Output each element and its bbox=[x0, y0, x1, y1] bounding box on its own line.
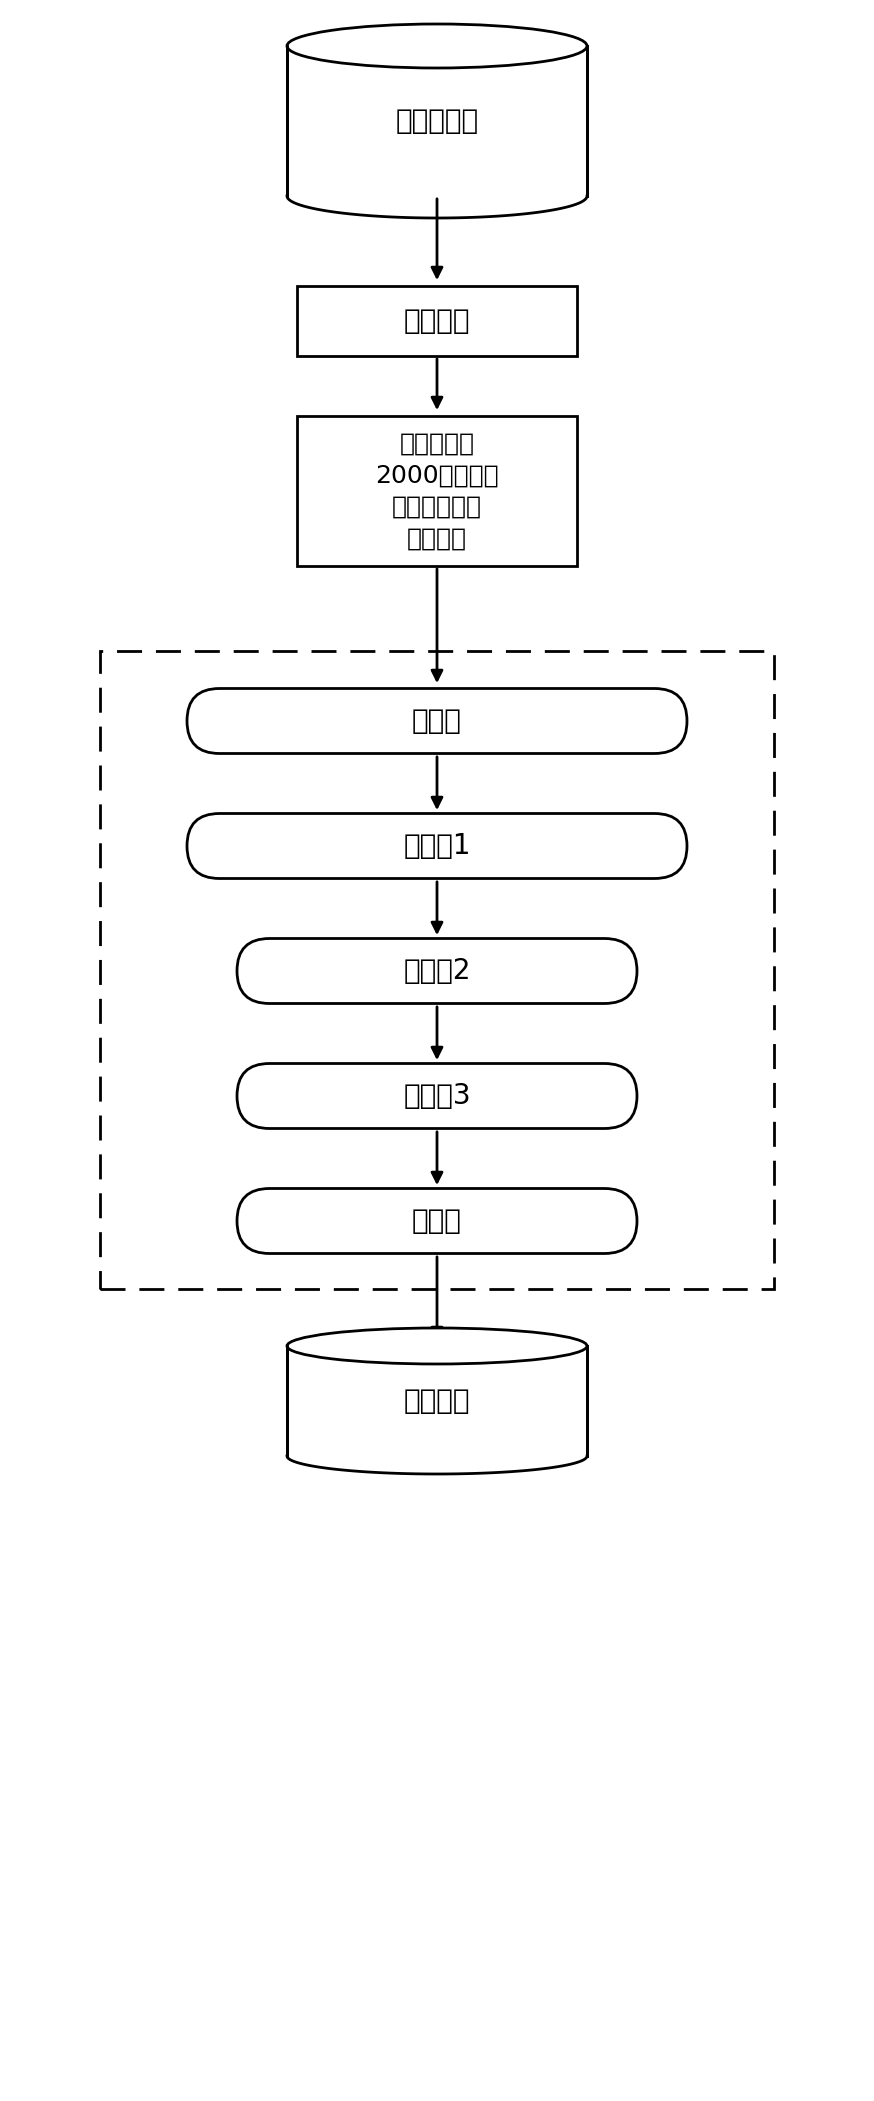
FancyBboxPatch shape bbox=[237, 939, 637, 1004]
Text: 输入数据集: 输入数据集 bbox=[395, 107, 479, 134]
FancyBboxPatch shape bbox=[187, 813, 687, 878]
Text: 特征数据: 特征数据 bbox=[404, 1387, 470, 1414]
Text: 时频转换: 时频转换 bbox=[404, 307, 470, 334]
Text: 输入层: 输入层 bbox=[412, 708, 462, 735]
Ellipse shape bbox=[287, 1328, 587, 1364]
FancyBboxPatch shape bbox=[237, 1063, 637, 1128]
Bar bbox=[297, 416, 577, 565]
Bar bbox=[297, 286, 577, 355]
FancyBboxPatch shape bbox=[187, 689, 687, 754]
Text: 隐藏兴1: 隐藏兴1 bbox=[403, 832, 471, 859]
Bar bbox=[287, 46, 587, 195]
Text: 取频域信号
2000个点作为
深层自动编码
器的输入: 取频域信号 2000个点作为 深层自动编码 器的输入 bbox=[375, 431, 499, 550]
Text: 输出层: 输出层 bbox=[412, 1206, 462, 1235]
Ellipse shape bbox=[287, 23, 587, 67]
Bar bbox=[100, 651, 774, 1290]
Text: 隐藏兴2: 隐藏兴2 bbox=[403, 956, 471, 985]
Text: 隐藏兴3: 隐藏兴3 bbox=[403, 1082, 471, 1109]
FancyBboxPatch shape bbox=[237, 1189, 637, 1254]
Bar bbox=[287, 1347, 587, 1456]
